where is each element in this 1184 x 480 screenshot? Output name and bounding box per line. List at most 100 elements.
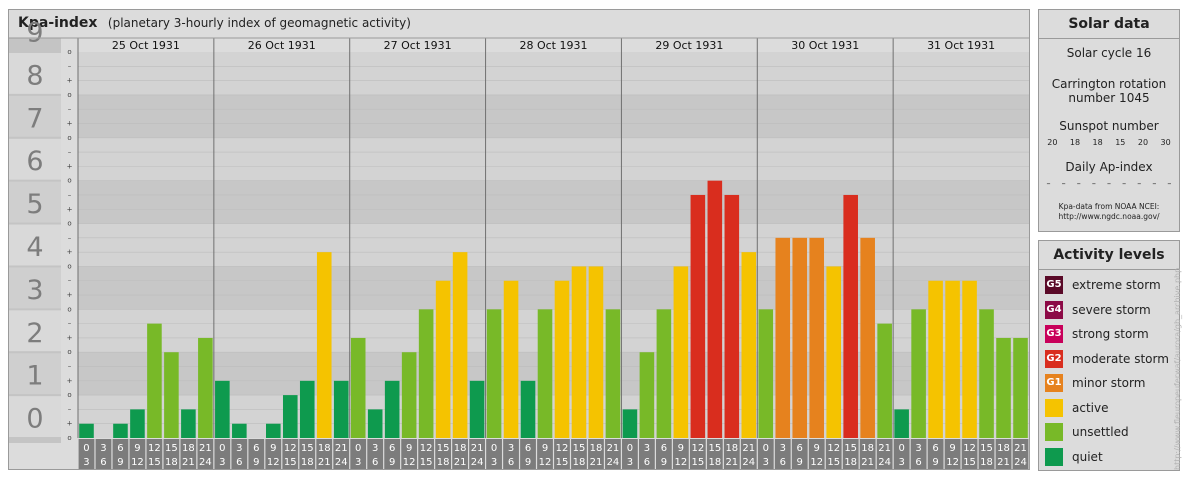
interval-start-label: 3 (644, 443, 650, 454)
interval-start-label: 0 (491, 443, 497, 454)
interval-start-label: 12 (963, 443, 976, 454)
kp-bar (350, 337, 366, 438)
kp-bar (1013, 337, 1028, 438)
activity-levels-legend: G5 extreme storm G4 severe storm G3 strong st… (1039, 270, 1179, 469)
kp-bar (164, 352, 179, 438)
interval-end-label: 21 (725, 457, 738, 468)
sunspot-label: Sunspot number (1059, 119, 1159, 133)
interval-start-label: 18 (997, 443, 1010, 454)
kp-bar (299, 380, 315, 438)
kp-bar (928, 280, 943, 438)
sunspot-value-1: 18 (1069, 138, 1081, 147)
kp-bar (690, 194, 706, 438)
interval-box (129, 439, 146, 469)
kp-bar (198, 337, 213, 438)
interval-start-label: 18 (454, 443, 467, 454)
interval-start-label: 9 (270, 443, 276, 454)
carrington-rotation-line1: Carrington rotation (1051, 77, 1167, 91)
interval-end-label: 6 (236, 457, 242, 468)
kp-bar (147, 323, 162, 438)
chart-subtitle: (planetary 3-hourly index of geomagnetic… (107, 16, 411, 30)
kp-band-7 (78, 94, 1029, 138)
kp-band-6 (78, 137, 1029, 181)
kp-bar (656, 309, 672, 438)
ap-value-4: – (1106, 179, 1111, 188)
y-tick-label: 2 (26, 318, 43, 349)
interval-box (639, 439, 655, 469)
legend-swatch: G1 (1045, 374, 1063, 393)
interval-box (265, 439, 282, 469)
interval-end-label: 9 (932, 457, 938, 468)
interval-box (469, 439, 485, 469)
interval-box (740, 439, 757, 469)
sunspot-value-5: 30 (1160, 138, 1171, 147)
interval-box (520, 439, 536, 469)
sub-tick-label: o (67, 48, 71, 56)
kp-bar (367, 409, 383, 438)
kp-bar (452, 252, 468, 438)
interval-end-label: 18 (165, 457, 178, 468)
interval-end-label: 9 (117, 457, 123, 468)
y-tick-label: 6 (26, 146, 43, 177)
interval-end-label: 9 (797, 457, 803, 468)
kp-bar (130, 409, 145, 438)
interval-box (146, 439, 163, 469)
interval-start-label: 21 (471, 443, 484, 454)
legend-item-unsettled: unsettled (1039, 420, 1179, 445)
interval-start-label: 18 (861, 443, 874, 454)
sunspot-values: 20 18 18 15 20 30 (1039, 138, 1179, 147)
kp-band-8 (78, 52, 1029, 95)
sunspot-value-2: 18 (1092, 138, 1103, 147)
ap-value-1: – (1061, 179, 1066, 188)
interval-end-label: 18 (573, 457, 586, 468)
interval-start-label: 9 (678, 443, 684, 454)
legend-item-extreme-storm: G5 extreme storm (1039, 273, 1179, 298)
sub-tick-label: – (68, 405, 72, 413)
interval-box (672, 439, 689, 469)
legend-item-severe-storm: G4 severe storm (1039, 298, 1179, 323)
interval-box (95, 439, 112, 469)
day-header: 29 Oct 1931 (655, 39, 723, 52)
interval-start-label: 12 (556, 443, 569, 454)
interval-start-label: 6 (797, 443, 803, 454)
interval-box (774, 439, 791, 469)
interval-end-label: 24 (607, 457, 620, 468)
interval-end-label: 6 (372, 457, 378, 468)
kp-bar (418, 309, 434, 438)
interval-start-label: 3 (508, 443, 514, 454)
interval-end-label: 9 (253, 457, 259, 468)
kp-bar (554, 280, 570, 438)
interval-start-label: 0 (219, 443, 225, 454)
ap-index-label: Daily Ap-index (1065, 160, 1153, 174)
kp-bar (333, 380, 349, 438)
ap-value-3: – (1091, 179, 1096, 188)
chart-title: Kpa-index (18, 15, 98, 31)
interval-box (214, 439, 231, 469)
kp-bar (843, 194, 858, 438)
ap-value-8: – (1167, 179, 1172, 188)
interval-end-label: 24 (1014, 457, 1027, 468)
solar-data-heading: Solar data (1039, 10, 1179, 39)
interval-box (842, 439, 859, 469)
y-label-band-0 (9, 396, 61, 437)
interval-end-label: 24 (742, 457, 755, 468)
interval-end-label: 6 (780, 457, 786, 468)
interval-start-label: 15 (301, 443, 314, 454)
interval-box (978, 439, 995, 469)
kp-bar (724, 194, 740, 438)
data-source-link[interactable]: http://www.ngdc.noaa.gov/ (1058, 212, 1160, 221)
sub-tick-label: o (67, 134, 71, 142)
interval-end-label: 15 (963, 457, 976, 468)
ap-index-values: – – – – – – – – – (1039, 179, 1179, 188)
interval-start-label: 3 (372, 443, 378, 454)
interval-box (231, 439, 248, 469)
kp-bar (215, 380, 230, 438)
interval-box (893, 439, 910, 469)
kp-bar (181, 409, 196, 438)
legend-item-quiet: quiet (1039, 445, 1179, 470)
interval-end-label: 3 (898, 457, 904, 468)
sub-tick-label: + (67, 205, 73, 213)
interval-start-label: 12 (420, 443, 433, 454)
sub-tick-label: + (67, 334, 73, 342)
interval-box (282, 439, 299, 469)
